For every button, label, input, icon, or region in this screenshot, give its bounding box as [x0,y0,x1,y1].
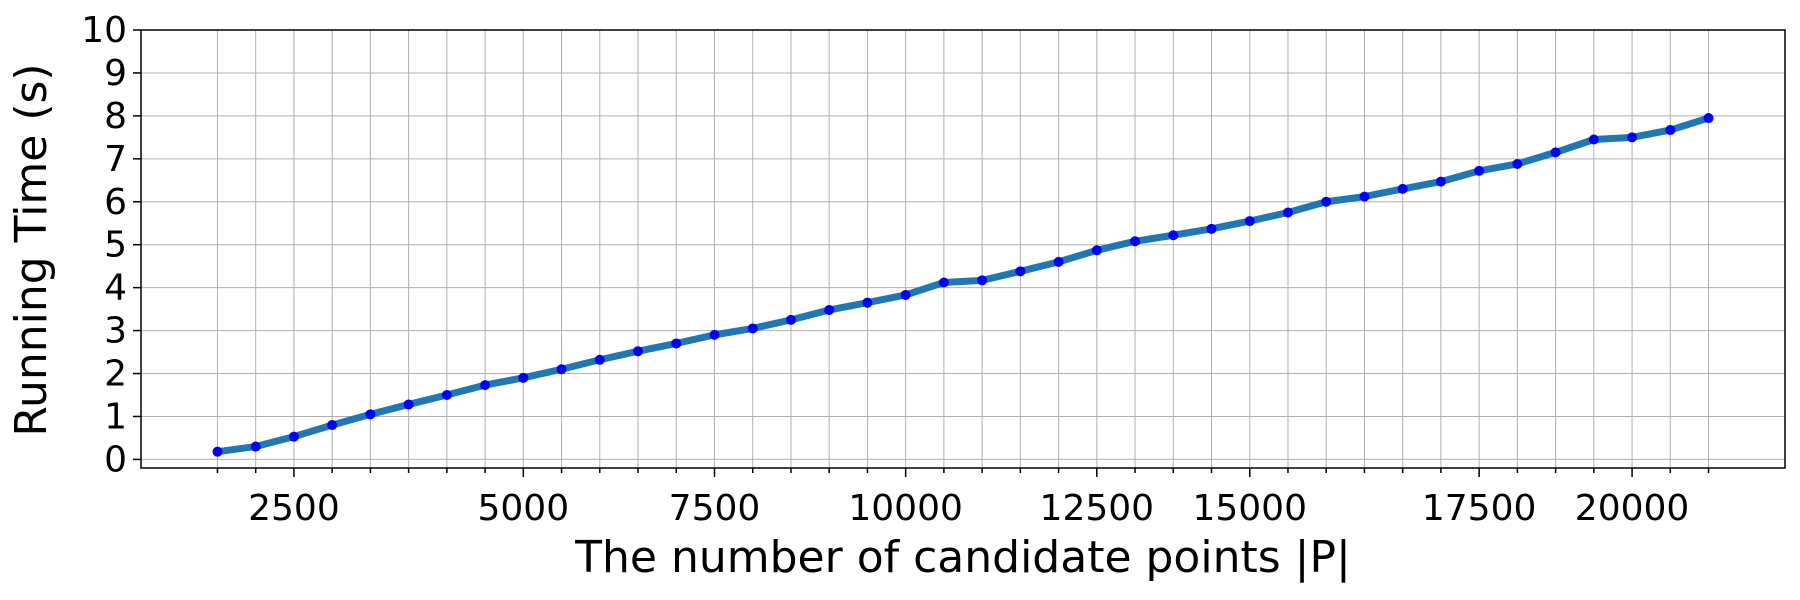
y-tick-label: 0 [104,439,127,480]
y-tick-label: 4 [104,268,127,309]
data-point [594,354,605,365]
y-tick-label: 6 [104,182,127,223]
x-axis-label: The number of candidate points |P| [574,532,1351,583]
data-point [1627,132,1638,143]
data-point [1665,125,1676,136]
data-point [1053,256,1064,267]
data-point [938,277,949,288]
data-point [824,304,835,315]
data-point [1015,266,1026,277]
y-axis-label: Running Time (s) [6,63,57,436]
x-tick-label: 15000 [1192,488,1307,529]
data-point [977,275,988,286]
data-point [480,380,491,391]
data-point [1359,191,1370,202]
data-point [862,297,873,308]
data-point [1168,230,1179,241]
y-tick-label: 7 [104,139,127,180]
data-point [441,390,452,400]
data-point [403,399,414,410]
data-point [1703,113,1714,124]
data-point [709,329,720,340]
x-tick-label: 10000 [848,488,963,529]
data-point [212,446,223,457]
data-point [785,314,796,325]
data-point [747,323,758,334]
data-point [1474,165,1485,176]
data-point [633,346,644,357]
data-point [1282,207,1293,218]
data-point [327,420,338,431]
data-point [1091,245,1102,256]
y-tick-label: 8 [104,96,127,137]
data-line [216,114,1710,456]
data-point [365,409,376,420]
data-point [1435,176,1446,187]
y-tick-label: 5 [104,225,127,266]
data-point [671,338,682,349]
data-point [250,441,261,452]
x-tick-label: 5000 [478,488,570,529]
x-tick-label: 20000 [1575,488,1690,529]
data-point [556,364,567,375]
data-point [900,289,911,300]
y-tick-label: 2 [104,354,127,395]
x-tick-label: 12500 [1040,488,1155,529]
data-point [1206,223,1217,234]
x-tick-label: 2500 [248,488,340,529]
data-point [1512,158,1523,169]
data-point [1397,183,1408,194]
data-point [1130,236,1141,247]
y-tick-label: 9 [104,53,127,94]
x-tick-label: 17500 [1422,488,1537,529]
data-point [288,431,299,442]
data-point [1588,134,1599,145]
data-point [1244,216,1255,227]
data-point [1550,147,1561,158]
y-tick-label: 3 [104,311,127,352]
y-tick-label: 10 [81,10,127,51]
y-tick-label: 1 [104,396,127,437]
data-point [1321,196,1332,207]
plot-frame [140,29,1786,469]
data-point [518,372,529,383]
x-tick-label: 7500 [669,488,761,529]
